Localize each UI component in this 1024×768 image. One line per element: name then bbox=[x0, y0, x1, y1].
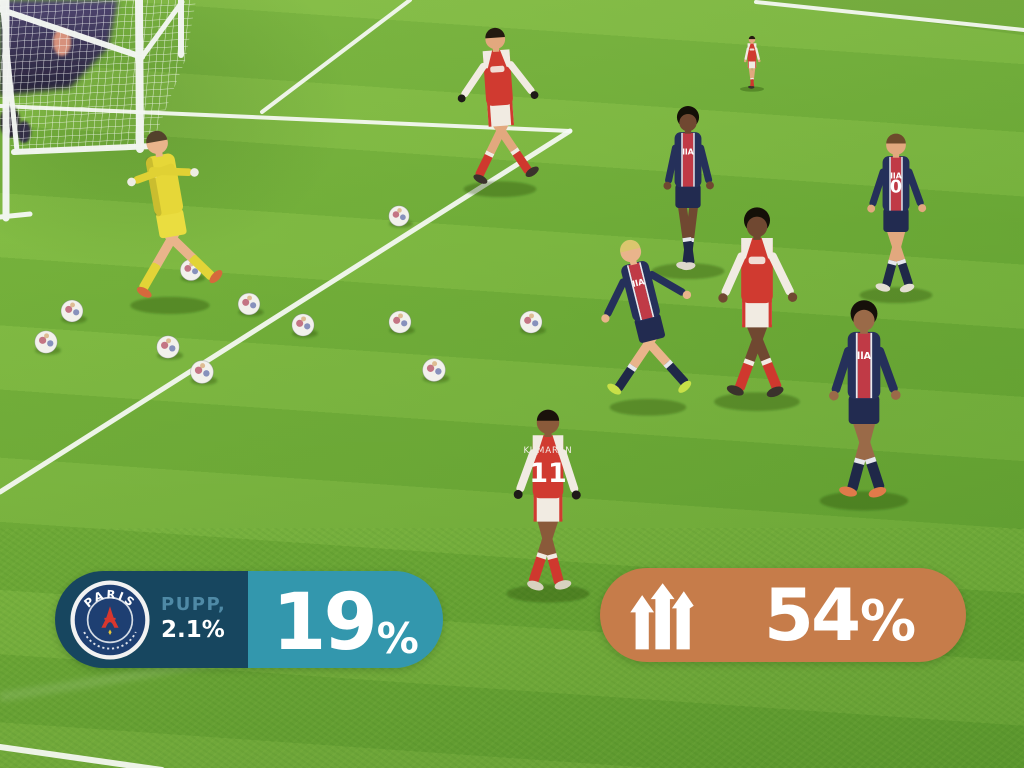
ball bbox=[422, 358, 450, 383]
ball bbox=[388, 310, 415, 335]
player-arsenal bbox=[740, 35, 764, 92]
loose-balls bbox=[34, 205, 546, 385]
pitch-line bbox=[754, 0, 1024, 32]
possession-overlay-left: PARIS PUPP, 2.1% 19 % bbox=[55, 571, 443, 668]
psg-badge-icon: PARIS bbox=[70, 579, 150, 660]
stat-overlay-right: 54 % bbox=[600, 568, 966, 662]
team-section: PARIS PUPP, 2.1% bbox=[55, 571, 248, 668]
pitch-line bbox=[0, 744, 165, 768]
eiffel-tower-icon bbox=[101, 605, 119, 628]
svg-text:0: 0 bbox=[890, 177, 902, 197]
goal bbox=[0, 0, 196, 222]
value-section: 19 % bbox=[248, 571, 443, 668]
svg-text:All: All bbox=[631, 276, 645, 289]
ball bbox=[60, 299, 87, 324]
svg-text:KUMARAN: KUMARAN bbox=[524, 446, 573, 456]
player-arsenal: KUMARAN 11 bbox=[506, 409, 590, 603]
ball bbox=[519, 310, 546, 335]
ball bbox=[156, 335, 183, 360]
ball bbox=[291, 313, 318, 338]
possession-value-left: 19 bbox=[272, 577, 378, 668]
ball bbox=[388, 205, 413, 228]
player-gk bbox=[127, 130, 223, 315]
triple-arrow-icon bbox=[630, 583, 694, 650]
pitch-line bbox=[260, 0, 412, 114]
svg-text:All: All bbox=[682, 147, 694, 156]
stat-sub-value: 2.1% bbox=[161, 617, 225, 644]
player-psg: All bbox=[819, 300, 909, 511]
percent-sign: % bbox=[376, 614, 419, 663]
player-psg: All bbox=[651, 106, 725, 280]
ball bbox=[190, 360, 218, 385]
goal-net bbox=[0, 0, 196, 154]
stat-label: PUPP, bbox=[161, 594, 227, 616]
ball bbox=[34, 330, 61, 355]
ball bbox=[237, 292, 264, 317]
player-arsenal bbox=[457, 27, 539, 198]
stat-value-right: 54 % bbox=[763, 572, 917, 657]
player-arsenal bbox=[714, 207, 800, 412]
svg-text:11: 11 bbox=[529, 458, 567, 489]
svg-text:All: All bbox=[857, 351, 871, 362]
goal-frame bbox=[0, 0, 185, 222]
player-psg: All bbox=[601, 239, 692, 416]
svg-text:All: All bbox=[890, 171, 902, 180]
